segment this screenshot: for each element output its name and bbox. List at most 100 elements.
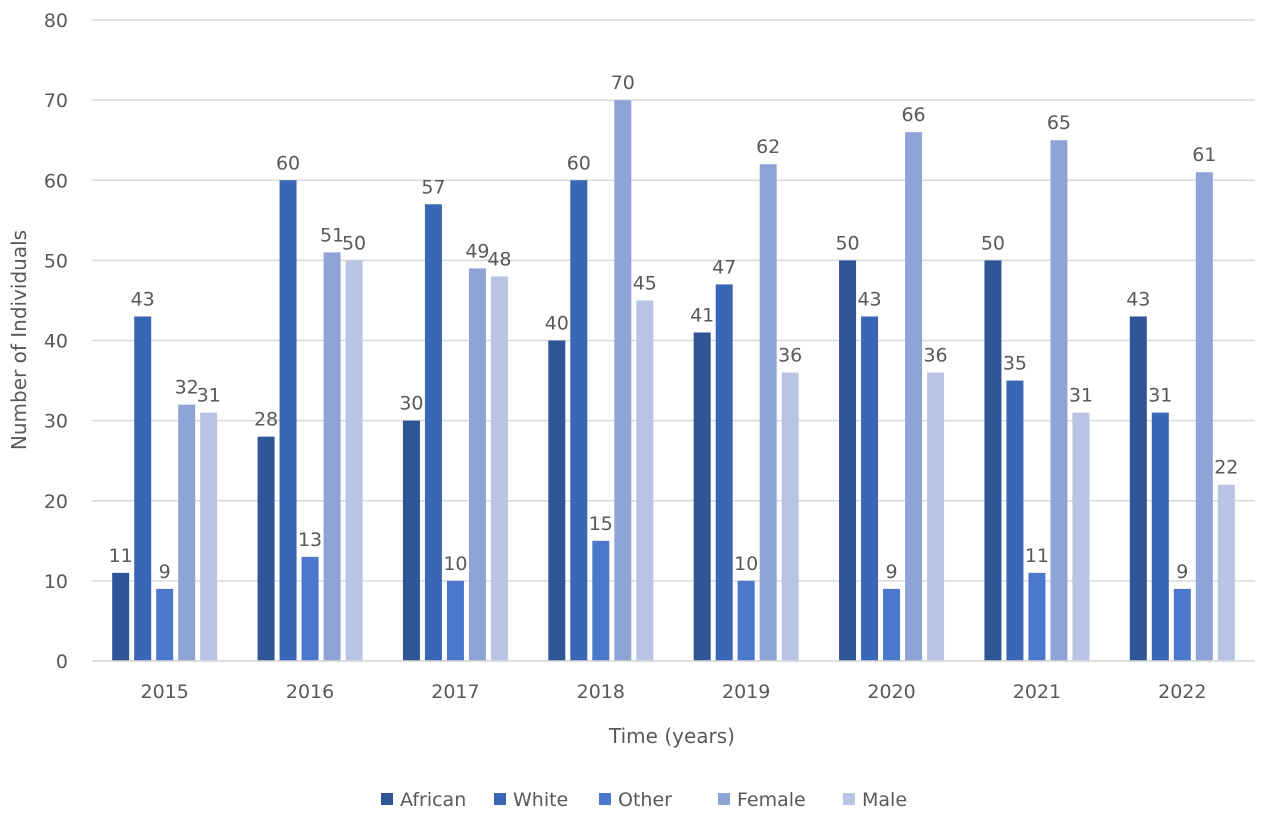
x-tick-label-2015: 2015: [141, 681, 189, 703]
data-label-male-2016: 50: [342, 232, 366, 254]
data-label-male-2017: 48: [487, 248, 511, 270]
bar-white-2019: [715, 284, 733, 661]
x-axis-title: Time (years): [608, 724, 735, 748]
data-label-male-2015: 31: [197, 385, 221, 407]
legend-label-african: African: [400, 789, 466, 811]
data-label-female-2018: 70: [611, 72, 635, 94]
bar-female-2018: [614, 100, 632, 661]
data-label-white-2017: 57: [421, 176, 445, 198]
bar-white-2021: [1006, 380, 1024, 661]
bar-female-2016: [323, 252, 341, 662]
bar-other-2022: [1173, 588, 1191, 661]
y-tick-label: 50: [44, 250, 68, 272]
bar-white-2016: [279, 180, 297, 661]
data-label-other-2015: 9: [159, 561, 171, 583]
bar-white-2020: [861, 316, 879, 661]
data-label-male-2018: 45: [633, 272, 657, 294]
data-label-white-2021: 35: [1003, 353, 1027, 375]
x-tick-label-2021: 2021: [1013, 681, 1061, 703]
legend-label-white: White: [513, 789, 568, 811]
bars: [112, 100, 1235, 662]
bar-white-2017: [424, 204, 442, 661]
bar-female-2015: [178, 404, 196, 661]
bar-female-2020: [905, 132, 923, 662]
legend-label-other: Other: [618, 789, 672, 811]
x-tick-label-2020: 2020: [867, 681, 915, 703]
data-label-male-2020: 36: [923, 345, 947, 367]
bar-female-2022: [1195, 172, 1213, 662]
data-label-white-2019: 47: [712, 256, 736, 278]
data-label-female-2019: 62: [756, 136, 780, 158]
data-label-african-2022: 43: [1126, 288, 1150, 310]
x-tick-label-2017: 2017: [431, 681, 479, 703]
y-tick-label: 60: [44, 170, 68, 192]
data-label-african-2020: 50: [835, 232, 859, 254]
bar-female-2017: [468, 268, 486, 661]
legend-swatch-white: [494, 793, 506, 805]
legend: African White Other Female Male: [381, 789, 907, 811]
y-tick-label: 30: [44, 411, 68, 433]
bar-other-2020: [883, 588, 901, 661]
bar-other-2015: [156, 588, 174, 661]
data-label-african-2019: 41: [690, 304, 714, 326]
data-label-other-2021: 11: [1025, 545, 1049, 567]
data-label-african-2018: 40: [545, 313, 569, 335]
data-label-african-2017: 30: [399, 393, 423, 415]
bar-african-2021: [984, 260, 1002, 661]
data-label-white-2020: 43: [857, 288, 881, 310]
legend-swatch-other: [599, 793, 611, 805]
y-axis-title: Number of Individuals: [7, 230, 31, 450]
bar-male-2021: [1072, 412, 1090, 661]
data-label-male-2021: 31: [1069, 385, 1093, 407]
data-label-male-2019: 36: [778, 345, 802, 367]
bar-other-2018: [592, 540, 610, 661]
bar-male-2016: [345, 260, 363, 661]
data-label-female-2015: 32: [175, 377, 199, 399]
data-label-female-2022: 61: [1192, 144, 1216, 166]
bar-african-2018: [548, 340, 566, 661]
data-label-african-2016: 28: [254, 409, 278, 431]
bar-african-2020: [839, 260, 857, 661]
y-tick-label: 0: [56, 651, 68, 673]
data-label-white-2015: 43: [131, 288, 155, 310]
data-label-female-2017: 49: [465, 240, 489, 262]
bar-african-2015: [112, 572, 130, 661]
data-label-other-2020: 9: [886, 561, 898, 583]
data-label-white-2016: 60: [276, 152, 300, 174]
legend-swatch-female: [718, 793, 730, 805]
y-tick-label: 80: [44, 10, 68, 32]
bar-other-2019: [737, 580, 755, 661]
legend-swatch-male: [843, 793, 855, 805]
bar-male-2017: [490, 276, 508, 661]
x-tick-label-2018: 2018: [577, 681, 625, 703]
x-tick-label-2016: 2016: [286, 681, 334, 703]
data-label-white-2018: 60: [567, 152, 591, 174]
bar-male-2020: [927, 372, 945, 661]
y-axis-ticks: 0 10 20 30 40 50 60 70 80: [44, 10, 68, 673]
bar-other-2016: [301, 556, 319, 661]
bar-african-2017: [402, 420, 420, 661]
bar-male-2015: [200, 412, 218, 661]
x-tick-label-2022: 2022: [1158, 681, 1206, 703]
bar-female-2019: [759, 164, 777, 661]
bar-african-2022: [1129, 316, 1147, 661]
y-tick-label: 70: [44, 90, 68, 112]
y-tick-label: 40: [44, 331, 68, 353]
data-label-african-2015: 11: [109, 545, 133, 567]
data-label-other-2018: 15: [589, 513, 613, 535]
y-tick-label: 10: [44, 571, 68, 593]
bar-african-2016: [257, 436, 275, 661]
bar-other-2021: [1028, 572, 1046, 661]
data-label-female-2016: 51: [320, 224, 344, 246]
bar-male-2019: [781, 372, 799, 661]
bar-female-2021: [1050, 140, 1068, 661]
bar-other-2017: [446, 580, 464, 661]
data-label-other-2016: 13: [298, 529, 322, 551]
legend-label-female: Female: [737, 789, 806, 811]
legend-label-male: Male: [862, 789, 907, 811]
data-label-male-2022: 22: [1214, 457, 1238, 479]
data-label-female-2020: 66: [901, 104, 925, 126]
bar-white-2015: [134, 316, 152, 661]
y-tick-label: 20: [44, 491, 68, 513]
